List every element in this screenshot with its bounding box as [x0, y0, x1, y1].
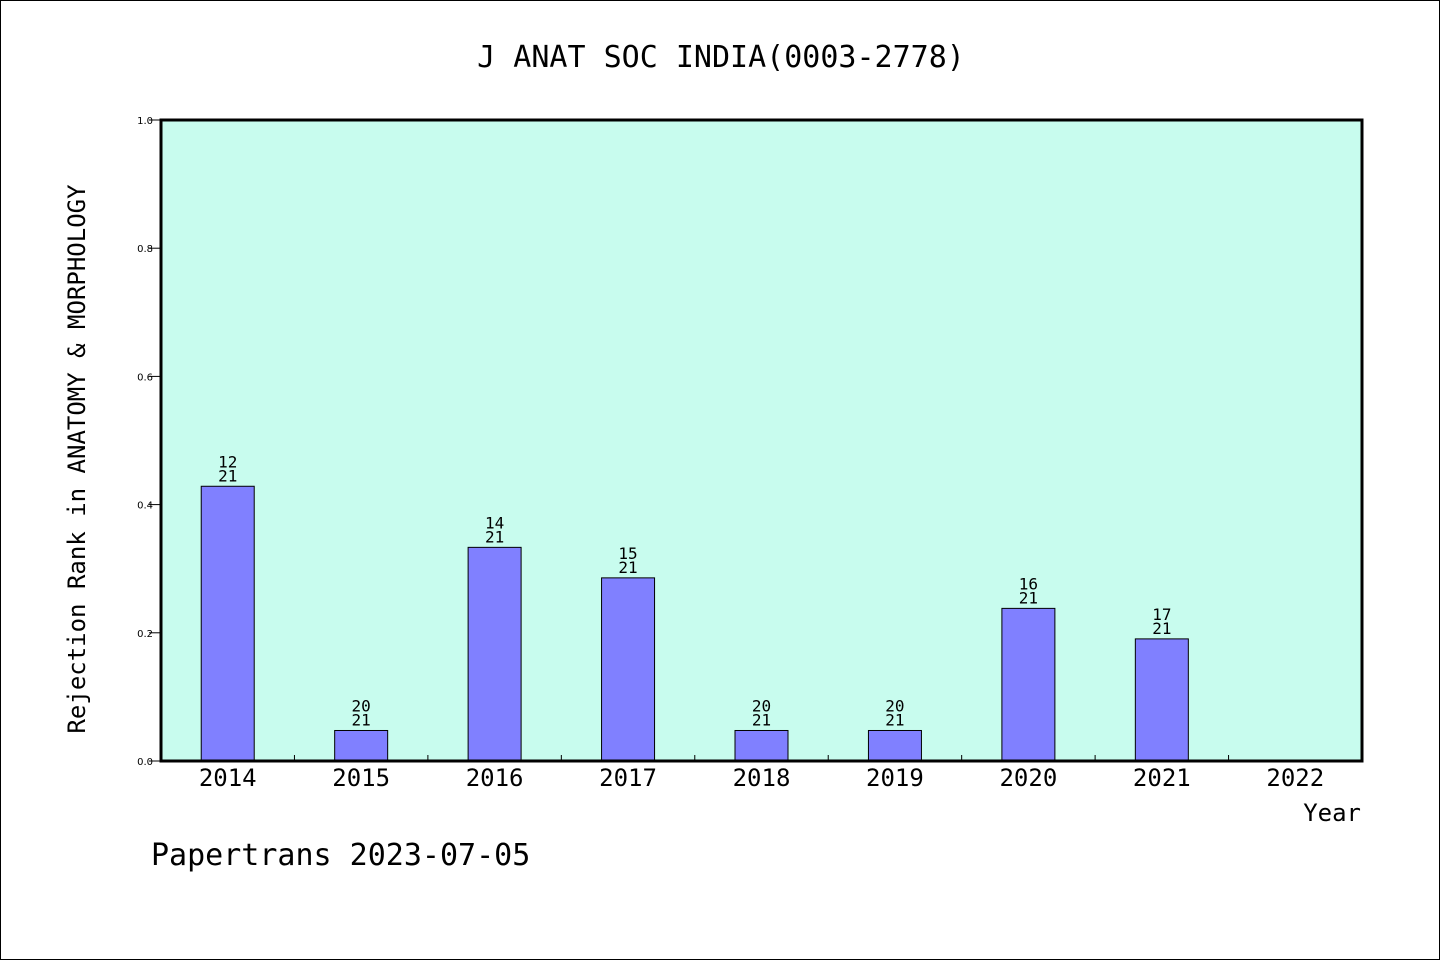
bar-rank-label: 15	[618, 544, 637, 563]
bar-2015	[334, 729, 389, 762]
bar-rank-label: 12	[218, 452, 237, 471]
bar-2017	[601, 577, 656, 762]
x-axis-label: Year	[1303, 799, 1361, 827]
x-tick-label: 2014	[199, 764, 257, 792]
footer-text: Papertrans 2023-07-05	[151, 838, 530, 873]
y-axis-label: Rejection Rank in ANATOMY & MORPHOLOGY	[63, 184, 91, 734]
bar-2016	[467, 546, 522, 762]
x-tick-label: 2015	[332, 764, 390, 792]
x-tick-label: 2022	[1266, 764, 1324, 792]
bar-total-label: 21	[752, 710, 771, 729]
x-tick-label: 2021	[1133, 764, 1191, 792]
bar-total-label: 21	[485, 527, 504, 546]
bar-total-label: 21	[1152, 619, 1171, 638]
bar-total-label: 21	[618, 558, 637, 577]
x-tick-label: 2018	[733, 764, 791, 792]
bar-2021	[1134, 638, 1189, 762]
bar-total-label: 21	[218, 466, 237, 485]
bar-total-label: 21	[1019, 588, 1038, 607]
bar-total-label: 21	[885, 710, 904, 729]
y-tick-label: 0.2	[137, 629, 153, 640]
y-tick-label: 0.0	[137, 757, 153, 768]
y-axis-ticks: 0.0 0.2 0.4 0.6 0.8 1.0	[137, 116, 161, 768]
x-tick-label: 2020	[999, 764, 1057, 792]
bar-rank-label: 20	[752, 696, 771, 715]
bar-2018	[734, 729, 789, 762]
bar-2020	[1001, 607, 1056, 762]
x-tick-label: 2017	[599, 764, 657, 792]
x-tick-label: 2019	[866, 764, 924, 792]
bar-2019	[867, 729, 922, 762]
chart-title: J ANAT SOC INDIA(0003-2778)	[477, 40, 965, 75]
y-tick-label: 0.4	[137, 501, 153, 512]
y-tick-label: 1.0	[137, 116, 153, 127]
x-tick-label: 2016	[466, 764, 524, 792]
bar-rank-label: 17	[1152, 605, 1171, 624]
bar-rank-label: 20	[885, 696, 904, 715]
y-tick-label: 0.8	[137, 244, 153, 255]
bar-2014	[200, 485, 255, 762]
y-tick-label: 0.6	[137, 372, 153, 383]
plot-border	[159, 118, 1364, 763]
bar-total-label: 21	[352, 710, 371, 729]
bars	[200, 485, 1189, 762]
x-axis-ticks: 2014 2015 2016 2017 2018 2019 2020 2021 2022	[199, 755, 1324, 792]
bar-rank-label: 16	[1019, 574, 1038, 593]
bar-rank-label: 20	[352, 696, 371, 715]
bar-rank-label: 14	[485, 513, 504, 532]
